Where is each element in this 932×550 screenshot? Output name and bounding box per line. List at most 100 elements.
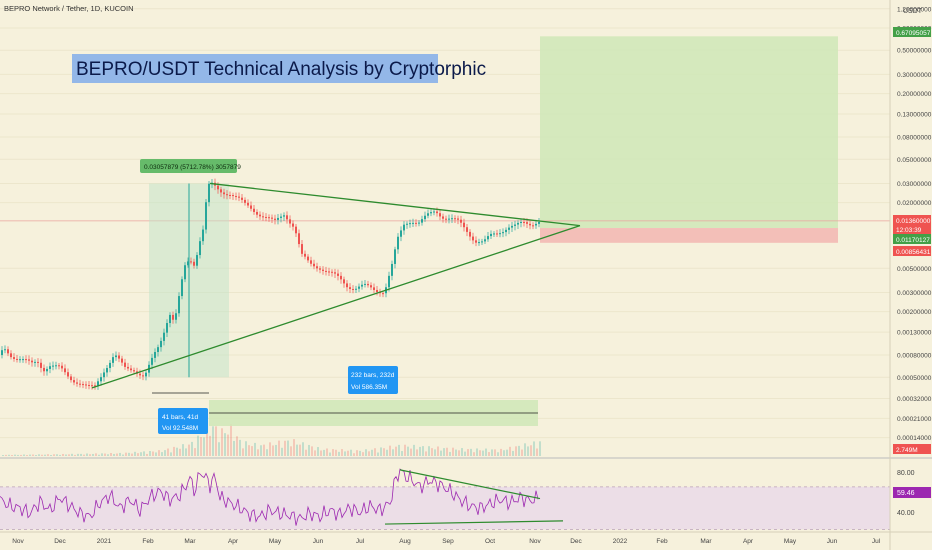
candle-body	[505, 229, 507, 233]
volume-bar	[56, 454, 58, 456]
candle-body	[352, 288, 354, 290]
candle-body	[508, 227, 510, 230]
candle-body	[67, 372, 69, 377]
candle-body	[394, 249, 396, 264]
rsi-pane	[0, 457, 932, 530]
candle-body	[529, 223, 531, 226]
volume-bar	[47, 454, 49, 456]
range-long-box	[348, 366, 398, 394]
candle-body	[157, 347, 159, 353]
volume-bar	[305, 449, 307, 456]
candle-body	[457, 218, 459, 220]
volume-bar	[239, 439, 241, 456]
volume-bar	[257, 449, 259, 456]
volume-bar	[131, 453, 133, 456]
candle-body	[229, 194, 231, 196]
volume-bar	[428, 446, 430, 456]
candle-body	[460, 219, 462, 223]
volume-bar	[80, 453, 82, 456]
volume-bar	[53, 454, 55, 456]
time-tick-label: Jul	[356, 538, 365, 545]
time-tick-label: Dec	[570, 538, 582, 545]
volume-bar	[269, 442, 271, 456]
move-label-box	[140, 159, 237, 173]
candle-body	[322, 269, 324, 271]
volume-bar	[200, 437, 202, 456]
volume-bar	[389, 445, 391, 456]
candle-body	[46, 368, 48, 372]
volume-bar	[83, 454, 85, 456]
volume-bar	[23, 454, 25, 456]
volume-bar	[71, 453, 73, 456]
volume-bar	[332, 449, 334, 456]
candle-body	[295, 226, 297, 234]
volume-bar	[275, 444, 277, 456]
volume-bar	[497, 452, 499, 456]
candle-body	[19, 359, 21, 361]
candle-body	[487, 236, 489, 240]
volume-bar	[209, 435, 211, 456]
candle-body	[64, 368, 66, 373]
volume-bar	[128, 452, 130, 456]
volume-bar	[221, 428, 223, 456]
volume-bar	[512, 450, 514, 456]
candle-body	[181, 279, 183, 297]
volume-bar	[140, 452, 142, 456]
time-axis[interactable]: Nov Dec 2021 Feb Mar Apr May Jun Jul Aug Sep Oct Nov…	[0, 531, 932, 545]
candle-body	[28, 359, 30, 361]
range-long-bars: 232 bars, 232d	[351, 372, 395, 379]
volume-bar	[146, 453, 148, 456]
candle-body	[76, 382, 78, 384]
candle-body	[292, 223, 294, 227]
volume-bar	[368, 451, 370, 456]
price-badge-stop	[893, 246, 931, 256]
volume-bar	[473, 452, 475, 456]
volume-bar	[311, 446, 313, 456]
volume-bar	[92, 453, 94, 456]
volume-bar	[167, 448, 169, 456]
candle-body	[427, 213, 429, 216]
candle-body	[511, 225, 513, 228]
trendlines[interactable]	[91, 182, 581, 389]
price-tick-label: 0.50000000	[897, 48, 932, 55]
candle-body	[142, 375, 144, 377]
candle-body	[475, 240, 477, 243]
volume-bar	[356, 450, 358, 456]
range-short-box	[158, 408, 208, 434]
candle-body	[448, 218, 450, 220]
candle-body	[391, 263, 393, 276]
candle-body	[526, 222, 528, 224]
volume-bar	[185, 448, 187, 456]
stop-zone	[540, 228, 838, 243]
price-tick-label: 0.13000000	[897, 112, 932, 119]
candle-body	[361, 284, 363, 287]
price-tick-label: 0.05000000	[897, 157, 932, 164]
candle-body	[130, 368, 132, 371]
volume-bar	[176, 447, 178, 456]
candle-body	[193, 261, 195, 266]
volume-bar	[449, 451, 451, 456]
candle-body	[163, 332, 165, 341]
move-label: 0.03057879 (5712.78%) 3057879	[144, 164, 241, 171]
candle-body	[340, 275, 342, 280]
price-axis[interactable]: 1.200000000.800000000.500000000.30000000…	[889, 0, 932, 550]
time-tick-label: Nov	[529, 538, 541, 545]
price-tick-label: 0.00032000	[897, 396, 932, 403]
volume-bar	[323, 449, 325, 456]
candle-body	[262, 216, 264, 218]
candle-body	[25, 359, 27, 361]
volume-bar	[425, 451, 427, 456]
volume-bar	[365, 449, 367, 456]
time-tick-label: 2022	[613, 538, 628, 545]
candle-body	[43, 367, 45, 372]
candle-body	[253, 208, 255, 212]
rsi-trendline-1	[384, 520, 564, 525]
candle-body	[355, 288, 357, 290]
volume-bar	[527, 446, 529, 456]
candle-body	[58, 365, 60, 367]
volume-bar	[440, 450, 442, 456]
candle-body	[52, 365, 54, 367]
volume-bar	[314, 450, 316, 456]
volume-bar	[35, 455, 37, 456]
